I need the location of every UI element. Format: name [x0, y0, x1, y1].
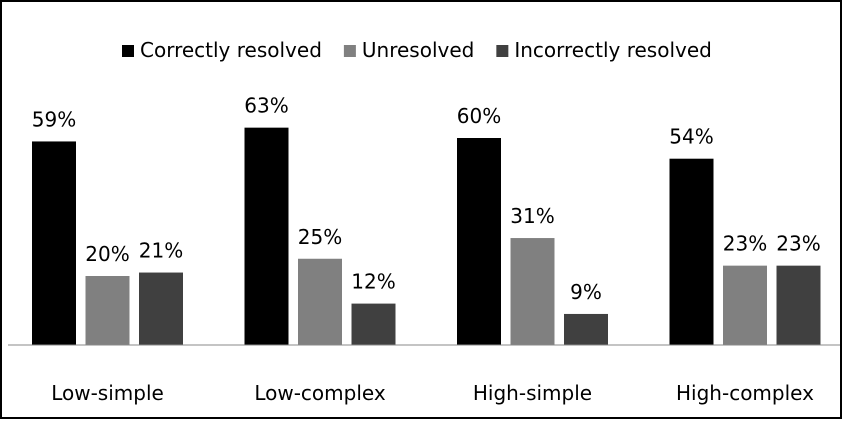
data-label: 54%	[669, 125, 713, 149]
category-label: Low-simple	[51, 381, 164, 405]
bar-low-complex-unresolved	[298, 258, 342, 345]
data-label: 63%	[244, 94, 288, 118]
bar-high-complex-unresolved	[723, 265, 767, 345]
category-label: High-simple	[473, 381, 592, 405]
legend-swatch	[343, 45, 356, 57]
bar-high-complex-incorrectly-resolved	[776, 265, 821, 345]
category-label: Low-complex	[254, 381, 386, 405]
bar-high-simple-incorrectly-resolved	[564, 313, 608, 345]
legend-swatch	[496, 45, 509, 57]
data-label: 23%	[723, 232, 767, 256]
bar-low-complex-correctly-resolved	[244, 127, 289, 346]
bars	[32, 127, 821, 346]
legend: Correctly resolved Unresolved Incorrectly …	[122, 38, 712, 62]
legend-label: Unresolved	[362, 38, 474, 62]
data-label: 20%	[85, 242, 129, 266]
legend-swatch	[122, 45, 134, 57]
category-labels: Low-simple Low-complex High-simple High-com…	[51, 381, 814, 405]
data-label: 23%	[776, 232, 820, 256]
bar-low-simple-correctly-resolved	[32, 141, 76, 345]
data-label: 9%	[570, 280, 602, 304]
data-label: 12%	[351, 270, 395, 294]
bar-low-complex-incorrectly-resolved	[351, 303, 396, 345]
data-label: 25%	[298, 225, 342, 249]
bar-low-simple-unresolved	[85, 276, 130, 345]
bar-high-complex-correctly-resolved	[669, 158, 714, 345]
data-label: 31%	[510, 204, 554, 228]
data-label: 60%	[457, 104, 501, 128]
data-label: 59%	[32, 107, 76, 131]
bar-low-simple-incorrectly-resolved	[139, 272, 183, 345]
bar-high-simple-unresolved	[510, 238, 555, 345]
bar-high-simple-correctly-resolved	[457, 138, 501, 345]
category-label: High-complex	[676, 381, 814, 405]
data-label: 21%	[139, 239, 183, 263]
legend-label: Correctly resolved	[140, 38, 322, 62]
data-labels: 59% 20% 21% 63% 25% 12% 60% 31% 9% 54% 23% 23%	[32, 94, 821, 304]
legend-label: Incorrectly resolved	[514, 38, 712, 62]
